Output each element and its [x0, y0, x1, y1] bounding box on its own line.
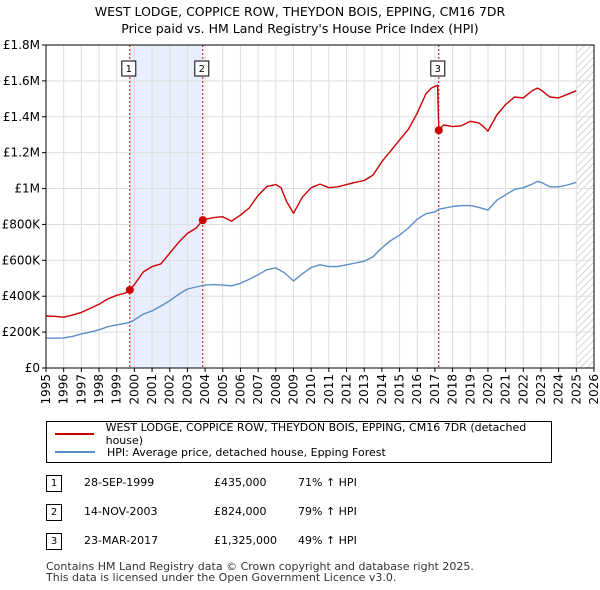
- footer-licence: This data is licensed under the Open Gov…: [46, 571, 397, 584]
- footer: Contains HM Land Registry data © Crown c…: [46, 561, 474, 583]
- x-tick-label: 2013: [357, 374, 371, 405]
- sale-hpi-diff: 79% ↑ HPI: [298, 505, 357, 518]
- x-tick-label: 1996: [57, 374, 71, 405]
- x-tick-label: 1999: [110, 374, 124, 405]
- table-row: 1 28-SEP-1999 £435,000 71% ↑ HPI: [46, 475, 446, 493]
- sale-badge: [121, 60, 137, 77]
- y-tick-label: £1.4M: [3, 110, 40, 124]
- chart-subtitle: Price paid vs. HM Land Registry's House …: [121, 21, 479, 36]
- x-tick-label: 2021: [499, 374, 513, 405]
- sale-badge: [194, 60, 210, 77]
- sale-hpi-diff: 71% ↑ HPI: [298, 476, 357, 489]
- x-tick-label: 2017: [428, 374, 442, 405]
- x-tick-label: 2011: [322, 374, 336, 405]
- sale-number: 2: [46, 504, 62, 521]
- x-tick-label: 2024: [552, 374, 566, 405]
- legend-item-property: WEST LODGE, COPPICE ROW, THEYDON BOIS, E…: [55, 421, 551, 447]
- x-tick-label: 2007: [251, 374, 265, 405]
- table-row: 3 23-MAR-2017 £1,325,000 49% ↑ HPI: [46, 533, 446, 551]
- x-tick-label: 2016: [410, 374, 424, 405]
- x-tick-label: 2004: [198, 374, 212, 405]
- sale-date: 14-NOV-2003: [84, 505, 158, 518]
- shaded-period: [129, 45, 203, 368]
- chart-title: WEST LODGE, COPPICE ROW, THEYDON BOIS, E…: [94, 4, 506, 19]
- hpi-line: [45, 180, 577, 339]
- legend-swatch-hpi: [55, 451, 95, 453]
- legend-label-property: WEST LODGE, COPPICE ROW, THEYDON BOIS, E…: [105, 421, 527, 447]
- sale-badge-label: 2: [199, 64, 205, 75]
- x-tick-label: 2019: [463, 374, 477, 405]
- hatched-future-region: [576, 45, 594, 368]
- sale-number: 3: [46, 533, 62, 550]
- x-tick-label: 2015: [393, 374, 407, 405]
- sale-point: [198, 216, 207, 225]
- y-tick-label: £600K: [2, 253, 42, 267]
- sale-price: £824,000: [214, 505, 267, 518]
- y-tick-label: £400K: [2, 289, 42, 303]
- x-tick-label: 2002: [163, 374, 177, 405]
- x-tick-label: 2003: [180, 374, 194, 405]
- sale-point: [125, 285, 134, 294]
- footer-copyright: Contains HM Land Registry data © Crown c…: [46, 560, 474, 573]
- x-tick-label: 2001: [145, 374, 159, 405]
- price-chart: 1 2 3 £0 £200K £400K £600K £800K £1M £1.2M £1.4M £…: [2, 38, 600, 405]
- sale-date: 23-MAR-2017: [84, 534, 159, 547]
- x-tick-label: 2022: [516, 374, 530, 405]
- y-tick-label: £1.6M: [3, 74, 40, 88]
- plot-frame: [45, 44, 595, 369]
- y-tick-label: £0: [25, 361, 40, 375]
- x-tick-label: 1995: [39, 374, 53, 405]
- x-tick-label: 1998: [92, 374, 106, 405]
- sale-price: £435,000: [214, 476, 267, 489]
- x-tick-label: 2012: [340, 374, 354, 405]
- legend-item-hpi: HPI: Average price, detached house, Eppi…: [55, 444, 386, 460]
- x-tick-label: 2000: [127, 374, 141, 405]
- sale-price: £1,325,000: [214, 534, 277, 547]
- sale-point: [434, 126, 443, 135]
- x-tick-label: 2010: [304, 374, 318, 405]
- sale-hpi-diff: 49% ↑ HPI: [298, 534, 357, 547]
- legend-swatch-property: [55, 433, 94, 435]
- x-tick-label: 2025: [569, 374, 583, 405]
- x-tick-label: 2020: [481, 374, 495, 405]
- sale-badge-label: 3: [435, 64, 441, 75]
- y-tick-label: £200K: [2, 325, 42, 339]
- sale-number: 1: [46, 475, 62, 492]
- chart-legend: WEST LODGE, COPPICE ROW, THEYDON BOIS, E…: [46, 421, 552, 463]
- table-row: 2 14-NOV-2003 £824,000 79% ↑ HPI: [46, 504, 446, 522]
- x-tick-label: 2023: [534, 374, 548, 405]
- y-tick-label: £800K: [2, 217, 42, 231]
- y-tick-label: £1.8M: [3, 38, 40, 52]
- sale-badge-label: 1: [126, 64, 132, 75]
- sale-badge: [430, 60, 446, 77]
- x-tick-label: 1997: [74, 374, 88, 405]
- x-tick-label: 2009: [286, 374, 300, 405]
- x-tick-label: 2026: [587, 374, 600, 405]
- x-tick-label: 2005: [216, 374, 230, 405]
- legend-label-hpi: HPI: Average price, detached house, Eppi…: [107, 445, 386, 459]
- x-tick-label: 2014: [375, 374, 389, 405]
- x-tick-label: 2008: [269, 374, 283, 405]
- y-tick-label: £1.2M: [3, 146, 40, 160]
- x-tick-label: 2006: [233, 374, 247, 405]
- y-tick-label: £1M: [14, 182, 40, 196]
- property-price-line: [45, 84, 577, 318]
- sale-date: 28-SEP-1999: [84, 476, 155, 489]
- x-tick-label: 2018: [446, 374, 460, 405]
